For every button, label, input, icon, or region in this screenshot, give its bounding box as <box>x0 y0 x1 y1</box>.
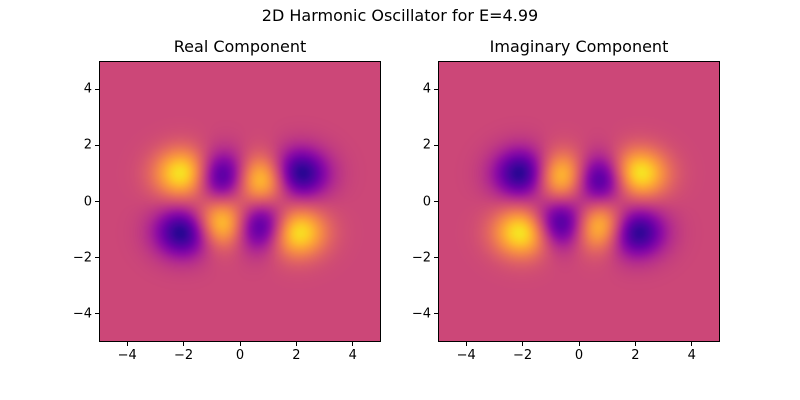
x-tick-mark <box>578 342 580 346</box>
x-tick-label: 2 <box>631 348 640 363</box>
y-tick-label: −4 <box>72 306 92 322</box>
x-tick-label: 4 <box>348 348 357 363</box>
y-tick-mark <box>434 144 438 146</box>
y-tick-label: 0 <box>422 194 431 209</box>
real-panel-title: Real Component <box>173 37 307 56</box>
y-tick-mark <box>434 201 438 202</box>
y-tick-label: 2 <box>83 137 92 153</box>
x-tick-mark <box>352 342 354 346</box>
x-tick-mark <box>183 342 185 346</box>
y-tick-label: −2 <box>72 250 92 266</box>
figure-title: 2D Harmonic Oscillator for E=4.99 <box>261 6 539 25</box>
y-tick-label: −4 <box>411 306 431 322</box>
x-tick-mark <box>239 342 241 346</box>
x-tick-mark <box>126 342 128 346</box>
imaginary-component-heatmap <box>438 61 720 342</box>
real-component-heatmap <box>99 61 381 342</box>
y-tick-mark <box>95 201 99 202</box>
x-tick-label: −2 <box>174 348 194 363</box>
x-tick-mark <box>691 342 693 346</box>
y-tick-label: −2 <box>411 250 431 266</box>
x-tick-label: −4 <box>456 348 476 363</box>
y-tick-mark <box>95 313 99 315</box>
y-tick-mark <box>95 144 99 146</box>
x-tick-mark <box>465 342 467 346</box>
x-tick-label: −4 <box>117 348 137 363</box>
x-tick-mark <box>522 342 524 346</box>
imaginary-heatmap-canvas <box>439 62 719 341</box>
x-tick-mark <box>634 342 636 346</box>
real-heatmap-canvas <box>100 62 380 341</box>
x-tick-label: 0 <box>235 348 245 363</box>
y-tick-label: 4 <box>83 81 92 97</box>
y-tick-mark <box>95 88 99 90</box>
x-tick-label: −2 <box>513 348 533 363</box>
imaginary-panel-title: Imaginary Component <box>489 37 669 56</box>
y-tick-mark <box>95 257 99 259</box>
y-tick-mark <box>434 257 438 259</box>
y-tick-mark <box>434 313 438 315</box>
y-tick-label: 0 <box>83 194 92 209</box>
x-tick-label: 4 <box>687 348 696 363</box>
x-tick-label: 0 <box>574 348 584 363</box>
x-tick-mark <box>295 342 297 346</box>
y-tick-label: 2 <box>422 137 431 153</box>
y-tick-label: 4 <box>422 81 431 97</box>
x-tick-label: 2 <box>292 348 301 363</box>
y-tick-mark <box>434 88 438 90</box>
